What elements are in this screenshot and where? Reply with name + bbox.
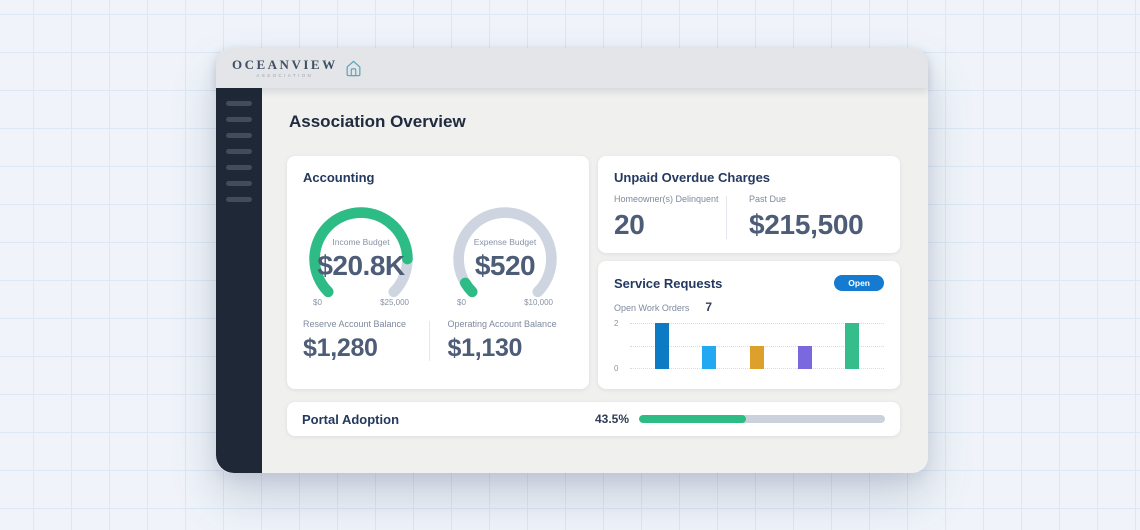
gridline [630, 323, 884, 324]
portal-adoption-progress-bar [639, 415, 885, 423]
bar-3 [749, 346, 764, 369]
unpaid-overdue-charges-card: Unpaid Overdue Charges Homeowner(s) Deli… [598, 156, 900, 253]
progress-fill [639, 415, 746, 423]
metric-label: Reserve Account Balance [303, 319, 407, 329]
logo-tagline: ASSOCIATION [256, 73, 314, 78]
bar-slot [638, 323, 686, 369]
open-work-orders-label: Open Work Orders [614, 303, 690, 313]
metric-value: $215,500 [749, 209, 864, 240]
bar-1 [654, 323, 669, 369]
past-due-metric: Past Due $215,500 [727, 194, 884, 241]
gauge-min-label: $0 [313, 298, 322, 307]
metric-value: 20 [614, 209, 645, 240]
chart-y-axis: 2 0 [614, 319, 630, 373]
gauge-center: Income Budget $20.8K [303, 201, 419, 297]
account-balances-row: Reserve Account Balance $1,280 Operating… [303, 319, 573, 363]
gauges-row: Income Budget $20.8K $0 $25,000 [303, 201, 573, 307]
sidebar-nav-item[interactable] [226, 149, 252, 154]
gauge-center: Expense Budget $520 [447, 201, 563, 297]
vertical-divider [428, 321, 430, 361]
gauge-label: Income Budget [332, 236, 390, 247]
gauge-max-label: $10,000 [524, 298, 553, 307]
window-body: Association Overview Accounting Income B… [216, 88, 928, 473]
sidebar-nav-item[interactable] [226, 197, 252, 202]
bar-5 [845, 323, 860, 369]
sidebar-nav-item[interactable] [226, 181, 252, 186]
open-work-orders-value: 7 [705, 300, 713, 314]
accounting-card: Accounting Income Budget $20.8K [287, 156, 589, 389]
sidebar-nav-item[interactable] [226, 101, 252, 106]
gauge-label: Expense Budget [473, 236, 537, 247]
sidebar-nav-item[interactable] [226, 165, 252, 170]
chart-plot-area [630, 323, 884, 369]
unpaid-card-title: Unpaid Overdue Charges [614, 170, 771, 185]
gauge-max-label: $25,000 [380, 298, 409, 307]
accounting-card-title: Accounting [303, 170, 375, 185]
bar-slot [733, 323, 781, 369]
y-tick-label: 2 [614, 319, 619, 328]
house-icon [346, 60, 361, 76]
metric-value: $1,130 [447, 334, 523, 362]
gauge-value: $20.8K [317, 249, 405, 281]
operating-account-balance: Operating Account Balance $1,130 [430, 319, 574, 363]
open-work-orders-summary: Open Work Orders 7 [614, 300, 884, 314]
sidebar-nav-item[interactable] [226, 117, 252, 122]
income-budget-gauge: Income Budget $20.8K $0 $25,000 [303, 201, 419, 307]
vertical-divider [726, 196, 727, 239]
portal-adoption-card: Portal Adoption 43.5% [287, 402, 900, 436]
bar-slot [828, 323, 876, 369]
open-status-badge[interactable]: Open [834, 275, 884, 291]
logo-name: OCEANVIEW [232, 57, 338, 72]
gauge-value: $520 [474, 249, 536, 281]
bar-2 [702, 346, 717, 369]
service-requests-card: Service Requests Open Open Work Orders 7… [598, 261, 900, 389]
reserve-account-balance: Reserve Account Balance $1,280 [303, 319, 429, 363]
service-requests-title: Service Requests [614, 275, 723, 291]
expense-budget-gauge: Expense Budget $520 $0 $10,000 [447, 201, 563, 307]
metric-label: Past Due [749, 194, 787, 204]
work-orders-bar-chart: 2 0 [614, 319, 884, 373]
main-content: Association Overview Accounting Income B… [262, 88, 929, 473]
unpaid-metrics-row: Homeowner(s) Delinquent 20 Past Due $215… [614, 194, 884, 241]
app-window: OCEANVIEW ASSOCIATION Association Overvi… [216, 48, 928, 473]
sidebar-nav [216, 88, 262, 473]
logo-text: OCEANVIEW ASSOCIATION [232, 58, 338, 78]
bar-4 [797, 346, 812, 369]
gauge-scale: $0 $10,000 [447, 298, 563, 307]
page-title: Association Overview [289, 112, 466, 131]
y-tick-label: 0 [614, 364, 619, 373]
portal-adoption-percent: 43.5% [594, 412, 629, 426]
bar-slot [781, 323, 829, 369]
gauge-scale: $0 $25,000 [303, 298, 419, 307]
expense-budget-gauge-arc [453, 207, 557, 298]
bar-slot [686, 323, 734, 369]
window-header: OCEANVIEW ASSOCIATION [216, 48, 928, 88]
sidebar-nav-item[interactable] [226, 133, 252, 138]
gauge-min-label: $0 [457, 298, 466, 307]
income-budget-gauge-arc [309, 207, 413, 298]
metric-label: Operating Account Balance [447, 319, 557, 329]
homeowners-delinquent-metric: Homeowner(s) Delinquent 20 [614, 194, 726, 241]
service-requests-header: Service Requests Open [614, 275, 884, 291]
metric-label: Homeowner(s) Delinquent [614, 194, 719, 204]
portal-adoption-title: Portal Adoption [302, 411, 400, 427]
metric-value: $1,280 [303, 334, 378, 362]
oceanview-logo[interactable]: OCEANVIEW ASSOCIATION [232, 58, 363, 78]
